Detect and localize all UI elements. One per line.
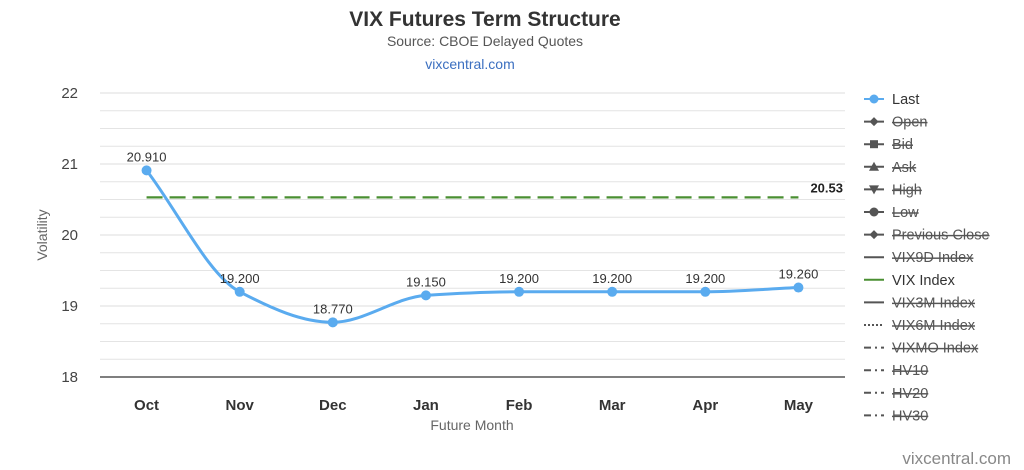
last-data-point [327,317,338,328]
x-tick-label: Dec [319,397,347,414]
legend-square-marker [870,140,878,149]
legend-item[interactable]: Bid [864,137,913,153]
legend-label: Previous Close [892,228,990,244]
x-tick-label: Nov [226,397,255,414]
legend-label: Last [892,92,919,108]
x-tick-label: Feb [506,397,533,414]
source-link[interactable]: vixcentral.com [425,56,514,72]
legend-item[interactable]: Low [864,205,919,221]
legend-label: High [892,182,922,198]
legend-label: HV10 [892,363,928,379]
legend-item[interactable]: Last [864,92,919,108]
legend-label: HV30 [892,408,928,424]
x-tick-label: Apr [692,397,718,414]
y-tick-label: 19 [61,298,78,315]
vix-index-label: 20.53 [810,180,843,195]
last-data-point [793,282,804,293]
last-data-label: 19.200 [220,271,260,286]
y-tick-label: 18 [61,369,78,386]
y-tick-label: 20 [61,227,78,244]
x-tick-label: Mar [599,397,626,414]
last-data-label: 20.910 [127,149,167,164]
legend-label: HV20 [892,386,928,402]
legend-label: VIX3M Index [892,295,976,311]
legend-item[interactable]: Ask [864,160,917,176]
legend-diamond-marker [869,117,879,127]
legend-item[interactable]: HV20 [864,386,928,402]
y-tick-label: 21 [61,156,78,173]
legend-triangle-down-marker [869,185,879,195]
last-data-label: 19.200 [685,271,725,286]
x-tick-label: Jan [413,397,439,414]
legend-item[interactable]: HV10 [864,363,928,379]
y-axis-title: Volatility [34,209,50,260]
legend-diamond-marker [869,230,879,240]
legend-item[interactable]: VIX6M Index [864,318,976,334]
grid-lines [100,92,845,360]
x-tick-label: Oct [134,397,159,414]
legend-item[interactable]: High [864,182,922,198]
last-data-label: 19.260 [779,267,819,282]
legend-label: Low [892,205,919,221]
y-axis: 18 19 20 21 22 [61,85,78,386]
last-data-point [234,286,245,297]
last-data-label: 19.150 [406,274,446,289]
legend-item[interactable]: VIX3M Index [864,295,976,311]
plot-area: 20.53 20.910 19.200 18.770 19.150 19.200 19.20… [127,149,843,328]
x-axis: Oct Nov Dec Jan Feb Mar Apr May [100,376,845,414]
credit-link[interactable]: vixcentral.com [902,449,1011,468]
x-tick-label: May [784,397,814,414]
y-tick-label: 22 [61,85,78,102]
legend-item[interactable]: Previous Close [864,228,990,244]
legend-item[interactable]: VIXMO Index [864,341,979,357]
legend-item[interactable]: Open [864,115,927,131]
last-data-point [700,286,711,297]
legend-label: Bid [892,137,913,153]
last-data-point [420,290,431,301]
legend-label: VIX6M Index [892,318,976,334]
last-data-point [141,165,152,176]
legend-triangle-marker [869,161,879,171]
legend-label: VIX9D Index [892,250,974,266]
last-data-label: 19.200 [592,271,632,286]
last-data-point [514,286,525,297]
legend-label: VIXMO Index [892,341,979,357]
last-series-line [145,169,799,324]
legend-item[interactable]: VIX Index [864,273,956,289]
last-data-label: 18.770 [313,301,353,316]
chart-subtitle: Source: CBOE Delayed Quotes [387,33,583,49]
legend-item[interactable]: VIX9D Index [864,250,974,266]
legend-label: Ask [892,160,917,176]
legend: Last Open Bid Ask High Low Previous Close VIX9D… [864,92,990,424]
legend-item[interactable]: HV30 [864,408,928,424]
chart-title: VIX Futures Term Structure [349,8,621,31]
legend-circle-marker [869,94,879,104]
legend-circle-marker [869,207,879,217]
legend-label: Open [892,115,927,131]
legend-label: VIX Index [892,273,956,289]
last-data-label: 19.200 [499,271,539,286]
x-axis-title: Future Month [430,417,513,433]
last-data-point [607,286,618,297]
